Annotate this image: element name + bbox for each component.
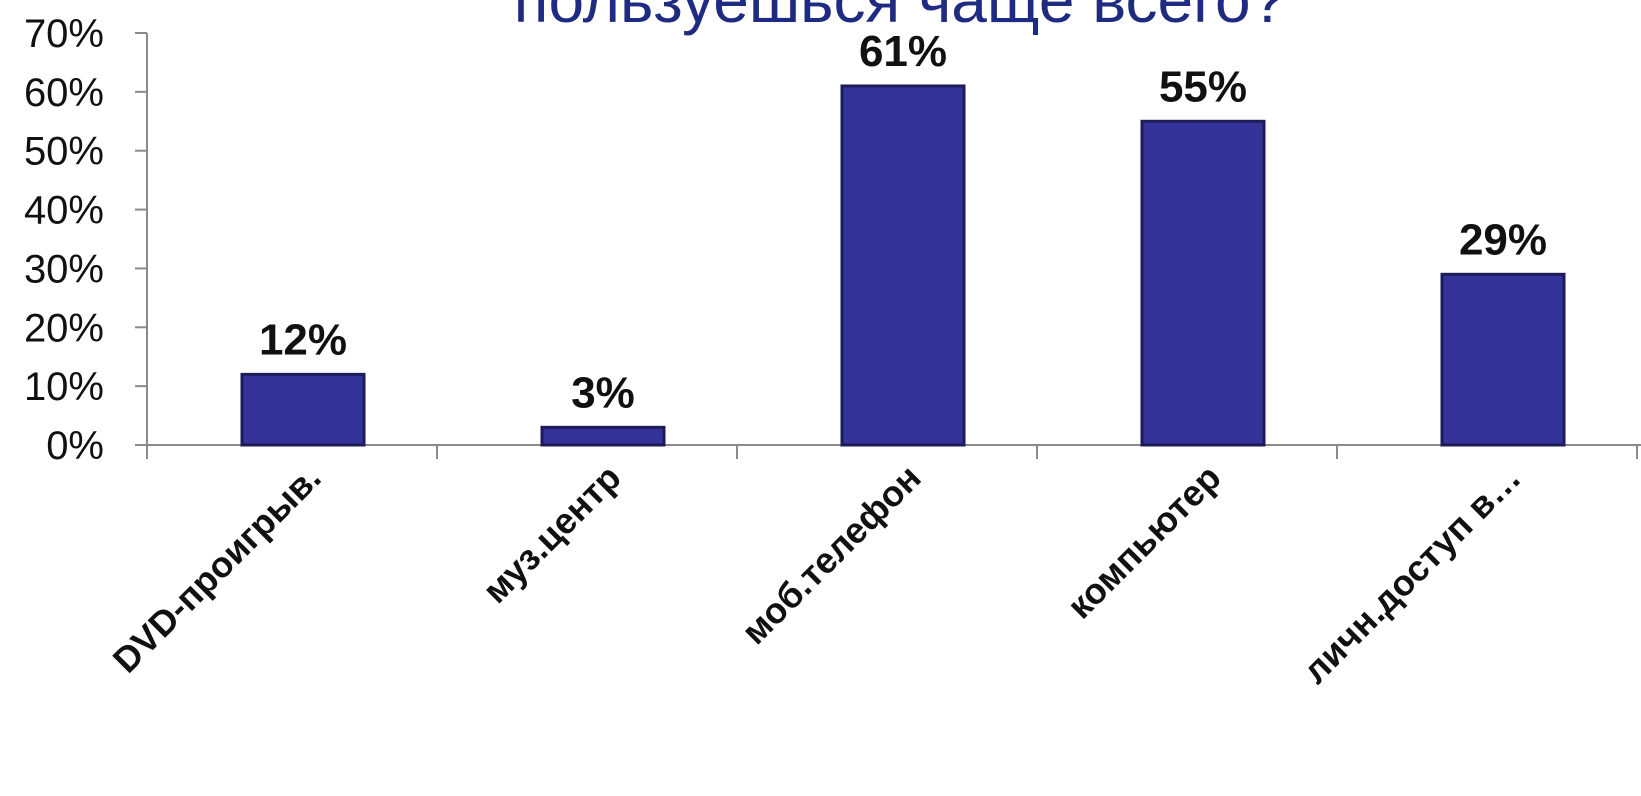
data-label: 3%	[571, 368, 635, 417]
data-label: 29%	[1459, 215, 1547, 264]
y-tick-label: 40%	[24, 189, 104, 233]
bar	[1140, 119, 1266, 447]
y-tick-label: 0%	[46, 424, 104, 468]
category-label: компьютер	[1059, 457, 1229, 627]
data-label: 12%	[259, 315, 347, 364]
chart-labels: 12% DVD-проигрыв. 3% муз.центр 61% моб.телефо…	[105, 27, 1547, 691]
chart-bars	[240, 84, 1566, 447]
y-tick-label: 20%	[24, 306, 104, 350]
bar	[1440, 272, 1566, 447]
y-tick-label: 10%	[24, 365, 104, 409]
bar	[540, 425, 666, 447]
bar	[840, 84, 966, 447]
category-label: муз.центр	[474, 457, 628, 611]
y-tick-label: 30%	[24, 247, 104, 291]
y-tick-label: 50%	[24, 130, 104, 174]
y-tick-label: 70%	[24, 12, 104, 56]
bar	[240, 372, 366, 447]
category-label: личн.доступ в…	[1294, 457, 1528, 691]
data-label: 55%	[1159, 62, 1247, 111]
y-tick-label: 60%	[24, 71, 104, 115]
category-label: DVD-проигрыв.	[105, 457, 329, 681]
chart-title: пользуешься чаще всего?	[514, 0, 1286, 36]
category-label: моб.телефон	[733, 457, 928, 652]
data-label: 61%	[859, 27, 947, 76]
